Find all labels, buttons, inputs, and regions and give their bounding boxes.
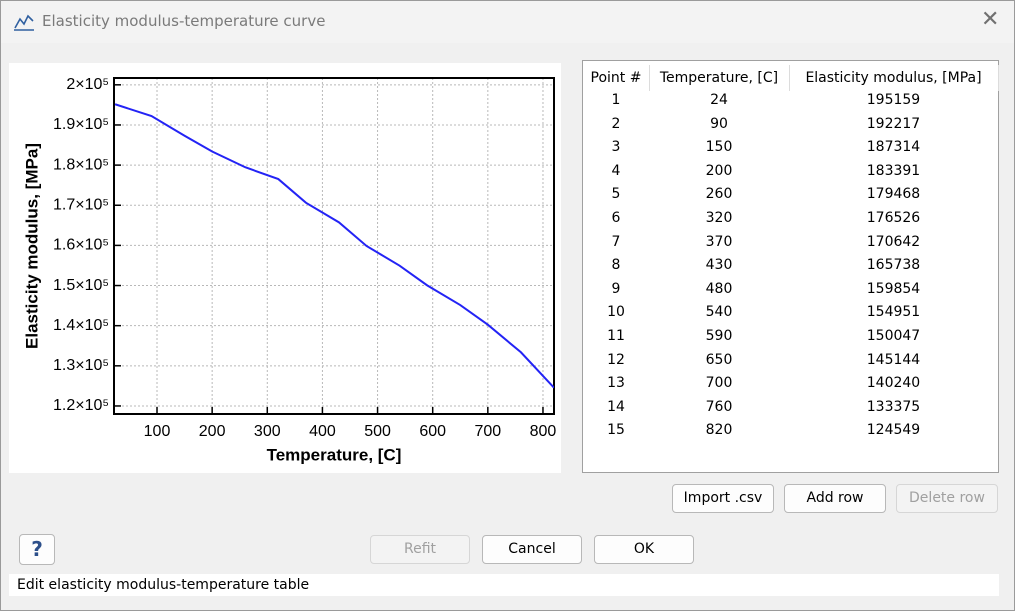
y-axis-label: Elasticity modulus, [MPa]	[22, 143, 41, 349]
table-cell: 2	[611, 115, 621, 132]
table-cell: 183391	[866, 162, 921, 179]
table-cell: 820	[705, 422, 733, 439]
y-tick-label: 1.6×10⁵	[53, 237, 109, 254]
table-cell: 1	[611, 92, 621, 108]
x-tick-label: 500	[364, 423, 391, 440]
y-tick-label: 1.8×10⁵	[53, 156, 109, 173]
table-cell: 650	[705, 351, 733, 368]
table-cell: 9	[611, 280, 621, 297]
y-tick-label: 2×10⁵	[66, 76, 109, 93]
y-tick-label: 1.9×10⁵	[53, 116, 109, 133]
table-cell: 480	[705, 280, 733, 297]
table-cell: 159854	[866, 280, 921, 297]
table-cell: 260	[705, 186, 733, 203]
table-cell: 150047	[866, 328, 921, 344]
table-cell: 150	[705, 139, 733, 156]
table-cell: 11	[607, 328, 625, 344]
y-tick-label: 1.2×10⁵	[53, 397, 109, 414]
x-tick-label: 200	[199, 423, 226, 440]
delete-row-button: Delete row	[896, 484, 998, 513]
ok-button[interactable]: OK	[594, 535, 694, 564]
table-cell: 320	[705, 210, 733, 226]
app-icon	[14, 14, 34, 31]
add-row-button[interactable]: Add row	[784, 484, 886, 513]
table-cell: 12	[607, 351, 625, 368]
table-cell: 176526	[866, 210, 921, 226]
table-cell: 540	[705, 304, 733, 321]
help-button[interactable]: ?	[19, 534, 55, 565]
x-tick-label: 700	[474, 423, 501, 440]
table-cell: 145144	[866, 351, 921, 368]
x-tick-label: 300	[254, 423, 281, 440]
table-cell: 192217	[866, 115, 921, 132]
table-cell: 14	[607, 398, 625, 415]
table-cell: 6	[611, 210, 621, 226]
table-cell: 5	[611, 186, 621, 203]
x-axis-label: Temperature, [C]	[267, 445, 402, 464]
data-line	[114, 103, 554, 389]
y-tick-label: 1.7×10⁵	[53, 196, 109, 213]
table-cell: 760	[705, 398, 733, 415]
table-cell: 200	[705, 162, 733, 179]
table-cell: 90	[710, 115, 728, 132]
table-cell: 24	[710, 92, 728, 108]
close-button[interactable]: ✕	[981, 7, 1000, 32]
title-bar: Elasticity modulus-temperature curve ✕	[1, 1, 1014, 43]
table-cell: 140240	[866, 375, 921, 392]
table-cell: 8	[611, 257, 621, 274]
table-cell: 7	[611, 233, 621, 250]
y-tick-label: 1.4×10⁵	[53, 317, 109, 334]
table-cell: 15	[607, 422, 625, 439]
table-cell: 370	[705, 233, 733, 250]
table-cell: 195159	[866, 92, 921, 108]
y-tick-label: 1.3×10⁵	[53, 357, 109, 374]
x-tick-label: 100	[144, 423, 171, 440]
table-cell: 179468	[866, 186, 921, 203]
y-tick-label: 1.5×10⁵	[53, 277, 109, 294]
table-cell: 10	[607, 304, 625, 321]
x-tick-label: 800	[530, 423, 557, 440]
plot-frame	[113, 77, 555, 415]
table-cell: 124549	[866, 422, 921, 439]
import-button[interactable]: Import .csv	[672, 484, 774, 513]
table-cell: 3	[611, 139, 621, 156]
cancel-button[interactable]: Cancel	[482, 535, 582, 564]
column-header: Temperature, [C]	[649, 65, 790, 91]
table-cell: 154951	[866, 304, 921, 321]
column-header: Elasticity modulus, [MPa]	[789, 65, 999, 91]
table-cell: 4	[611, 162, 621, 179]
table-cell: 430	[705, 257, 733, 274]
refit-button: Refit	[370, 535, 470, 564]
x-tick-label: 600	[419, 423, 446, 440]
column-header: Point #	[583, 65, 650, 91]
window-title: Elasticity modulus-temperature curve	[42, 12, 326, 30]
table-cell: 133375	[866, 398, 921, 415]
table-cell: 170642	[866, 233, 921, 250]
x-tick-label: 400	[309, 423, 336, 440]
chart: 100 200 300 400 500 600 700 800 1.2×10⁵ 1.3×10⁵ 1.…	[9, 63, 561, 473]
table-cell: 13	[607, 375, 625, 392]
table-cell: 700	[705, 375, 733, 392]
status-bar: Edit elasticity modulus-temperature tabl…	[9, 574, 999, 596]
table-cell: 187314	[866, 139, 921, 156]
table-cell: 165738	[866, 257, 921, 274]
table-cell: 590	[705, 328, 733, 344]
table: Point # Temperature, [C] Elasticity modulu…	[582, 60, 999, 473]
